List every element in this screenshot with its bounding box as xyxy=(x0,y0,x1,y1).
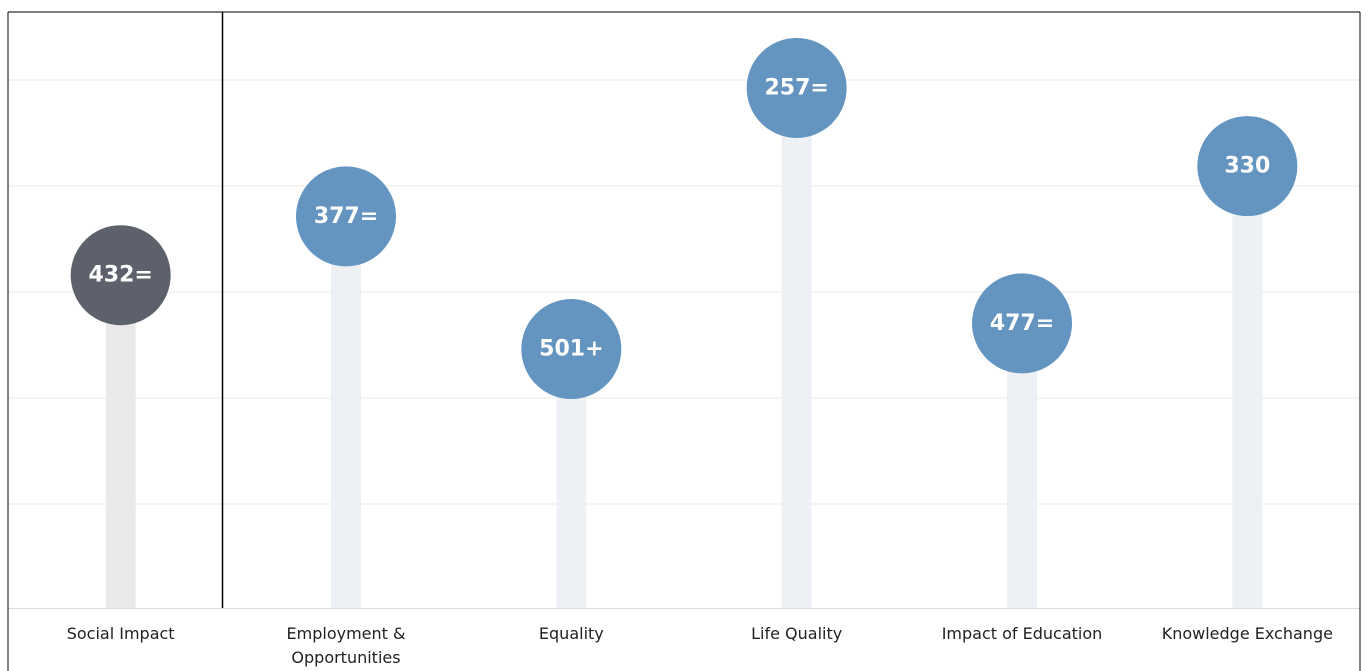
stem xyxy=(105,275,136,608)
dot xyxy=(1197,116,1298,217)
value-label: 377= xyxy=(314,204,378,229)
stem xyxy=(331,216,361,609)
x-tick-label: Equality xyxy=(538,624,604,643)
value-label: 501+ xyxy=(539,337,603,362)
value-label: 330 xyxy=(1224,154,1270,179)
x-tick-label: Social Impact xyxy=(66,624,175,643)
x-tick-label: Life Quality xyxy=(751,624,843,643)
value-label: 257= xyxy=(764,75,828,100)
dot xyxy=(70,225,171,326)
stem xyxy=(1232,166,1263,608)
dot xyxy=(746,37,847,138)
x-tick-label: Knowledge Exchange xyxy=(1161,624,1333,643)
value-label: 477= xyxy=(990,311,1054,336)
value-label: 432= xyxy=(88,263,152,288)
grid xyxy=(8,79,1360,505)
dot xyxy=(972,273,1072,374)
x-tick-label: Employment & Opportunities xyxy=(286,624,406,667)
dot xyxy=(521,299,622,400)
marks: 432= 377= 501+ 257= 477= 330 xyxy=(70,37,1298,609)
dot xyxy=(296,166,396,267)
x-tick-label: Impact of Education xyxy=(941,624,1103,643)
stem xyxy=(781,87,812,609)
